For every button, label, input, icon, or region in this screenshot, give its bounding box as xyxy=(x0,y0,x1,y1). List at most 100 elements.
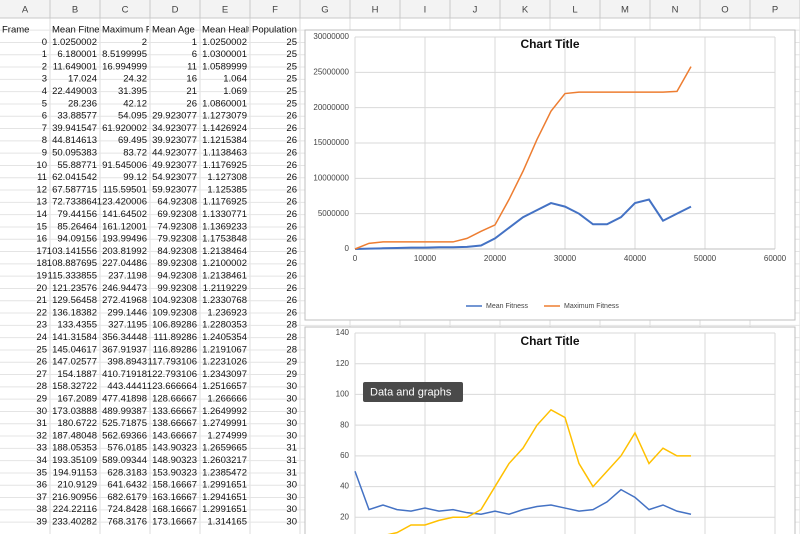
cell: 94.09156 xyxy=(57,234,97,245)
legend-label: Maximum Fitness xyxy=(564,303,619,310)
cell: 1.1138463 xyxy=(203,148,247,159)
header-cell: Population xyxy=(252,25,297,36)
cell: 32 xyxy=(36,430,47,441)
cell: 117.793106 xyxy=(148,357,198,368)
cell: 443.4441 xyxy=(107,381,147,392)
cell: 26 xyxy=(286,283,297,294)
cell: 9 xyxy=(42,148,47,159)
cell: 116.89286 xyxy=(153,344,197,355)
cell: 17 xyxy=(36,246,47,257)
cell: 1.2138464 xyxy=(202,246,247,257)
cell: 158.32722 xyxy=(52,381,97,392)
cell: 22.449003 xyxy=(52,86,97,97)
cell: 272.41968 xyxy=(102,295,147,306)
cell: 14 xyxy=(36,209,47,220)
cell: 143.90323 xyxy=(152,443,197,454)
cell: 141.64502 xyxy=(102,209,147,220)
cell: 29 xyxy=(286,369,297,380)
cell: 26 xyxy=(286,135,297,146)
cell: 1.1215384 xyxy=(202,135,247,146)
cell: 29 xyxy=(36,394,47,405)
y-tick-label: 60 xyxy=(340,451,349,460)
cell: 111.89286 xyxy=(154,332,198,343)
cell: 72.733864 xyxy=(52,197,97,208)
cell: 477.41898 xyxy=(102,394,147,405)
cell: 1.2330768 xyxy=(202,295,247,306)
cell: 203.81992 xyxy=(102,246,147,257)
cell: 224.22116 xyxy=(53,504,97,515)
cell: 109.92308 xyxy=(152,307,197,318)
cell: 123.420006 xyxy=(97,197,147,208)
cell: 356.34448 xyxy=(102,332,147,343)
column-headers: A B C D E F G H I J K L M N O P xyxy=(22,0,800,18)
cell: 104.92308 xyxy=(152,295,197,306)
cell: 628.3183 xyxy=(107,467,147,478)
x-tick-label: 30000 xyxy=(554,254,577,263)
cell: 30 xyxy=(286,394,297,405)
cell: 50.095383 xyxy=(52,148,97,159)
cell: 30 xyxy=(286,418,297,429)
column-letter: B xyxy=(72,5,78,16)
cell: 1.0589999 xyxy=(202,61,247,72)
cell: 26 xyxy=(286,221,297,232)
tooltip-box xyxy=(363,382,463,402)
y-tick-label: 20000000 xyxy=(313,103,349,112)
cell: 1.2119229 xyxy=(203,283,247,294)
cell: 67.587715 xyxy=(52,184,97,195)
cell: 25 xyxy=(286,74,297,85)
cell: 1.2138461 xyxy=(202,271,247,282)
cell: 5 xyxy=(42,98,47,109)
cell: 39 xyxy=(36,517,47,528)
cell: 1.0300001 xyxy=(202,49,247,60)
cell: 173.16667 xyxy=(152,517,197,528)
column-letter: K xyxy=(522,5,529,16)
cell: 1.1330771 xyxy=(202,209,247,220)
cell: 62.041542 xyxy=(52,172,97,183)
column-letter: L xyxy=(572,5,577,16)
x-tick-label: 50000 xyxy=(694,254,717,263)
column-letter: J xyxy=(473,5,478,16)
cell: 210.9129 xyxy=(57,480,97,491)
cell: 11 xyxy=(187,61,197,72)
cell: 128.66667 xyxy=(152,394,197,405)
cell: 15 xyxy=(36,221,47,232)
cell: 1.2649992 xyxy=(202,406,247,417)
cell: 29.923077 xyxy=(152,111,197,122)
cell: 31 xyxy=(36,418,47,429)
cell: 79.44156 xyxy=(57,209,97,220)
cell: 94.92308 xyxy=(157,271,197,282)
series-line xyxy=(354,470,692,515)
cell: 6.180001 xyxy=(57,49,97,60)
cell: 562.69366 xyxy=(102,430,147,441)
cell: 1.2941651 xyxy=(202,492,247,503)
cell: 35 xyxy=(36,467,47,478)
cell: 26 xyxy=(286,258,297,269)
cell: 38 xyxy=(36,504,47,515)
series-line xyxy=(387,408,691,534)
cell: 1.266666 xyxy=(207,394,247,405)
cell: 74.92308 xyxy=(157,221,197,232)
cell: 10 xyxy=(36,160,47,171)
cell: 148.90323 xyxy=(152,455,197,466)
cell: 31 xyxy=(286,443,297,454)
cell: 83.72 xyxy=(123,148,147,159)
cell: 682.6179 xyxy=(107,492,147,503)
cell: 2 xyxy=(142,37,147,48)
cell: 768.3176 xyxy=(107,517,147,528)
cell: 1.2991651 xyxy=(202,480,247,491)
x-tick-label: 0 xyxy=(353,254,358,263)
cell: 42.12 xyxy=(123,98,147,109)
cell: 26 xyxy=(286,234,297,245)
cell: 7 xyxy=(42,123,47,134)
cell: 26 xyxy=(286,172,297,183)
cell: 4 xyxy=(42,86,47,97)
column-letter: A xyxy=(22,5,29,16)
cell: 25 xyxy=(286,37,297,48)
cell: 26 xyxy=(286,111,297,122)
column-letter: E xyxy=(222,5,228,16)
cell: 1.1369233 xyxy=(202,221,247,232)
cell: 8 xyxy=(42,135,47,146)
cell: 136.18382 xyxy=(52,307,97,318)
cell: 154.1887 xyxy=(57,369,97,380)
